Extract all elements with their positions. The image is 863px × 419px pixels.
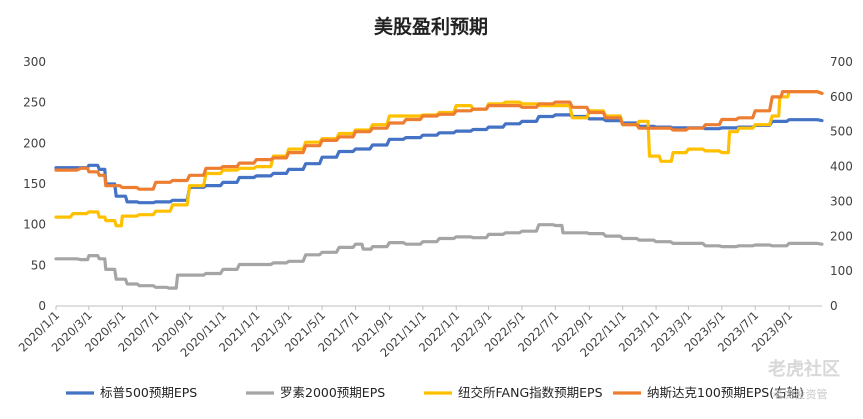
legend: 标普500预期EPS 罗素2000预期EPS 纽交所FANG指数预期EPS 纳斯达克1…: [66, 385, 804, 400]
series-line-2: [54, 223, 824, 290]
y-left-tick-label: 50: [31, 258, 46, 272]
legend-label-1: 标普500预期EPS: [100, 385, 197, 400]
y-right-tick-label: 0: [830, 299, 838, 313]
legend-label-2: 罗素2000预期EPS: [280, 385, 385, 400]
y-right-tick-label: 700: [830, 55, 853, 69]
plot-area: [54, 90, 824, 290]
y-left-tick-label: 300: [23, 55, 46, 69]
y-right-tick-label: 400: [830, 160, 853, 174]
series-line-3: [54, 90, 824, 228]
watermark-sub: 老虎投资管: [773, 387, 828, 401]
series-line-1: [54, 113, 824, 205]
y-left-tick-label: 0: [38, 299, 46, 313]
y-right-tick-label: 100: [830, 264, 853, 278]
y-right-tick-label: 200: [830, 229, 853, 243]
y-left-tick-label: 250: [23, 96, 46, 110]
series-line-4: [54, 90, 824, 191]
y-right-tick-label: 300: [830, 194, 853, 208]
watermark: 老虎社区 老虎投资管: [768, 358, 840, 401]
legend-label-3: 纽交所FANG指数预期EPS: [458, 385, 603, 400]
y-left-tick-label: 200: [23, 136, 46, 150]
y-left-tick-label: 100: [23, 218, 46, 232]
chart-title: 美股盈利预期: [374, 15, 488, 38]
watermark-brand: 老虎社区: [768, 358, 840, 380]
axes: 0 50 100 150 200 250 300 0 100 200 300 400 500 600 700…: [16, 55, 853, 360]
y-left-tick-label: 150: [23, 177, 46, 191]
y-right-tick-label: 500: [830, 125, 853, 139]
legend-label-4: 纳斯达克100预期EPS(右轴): [647, 385, 804, 400]
y-right-tick-label: 600: [830, 90, 853, 104]
